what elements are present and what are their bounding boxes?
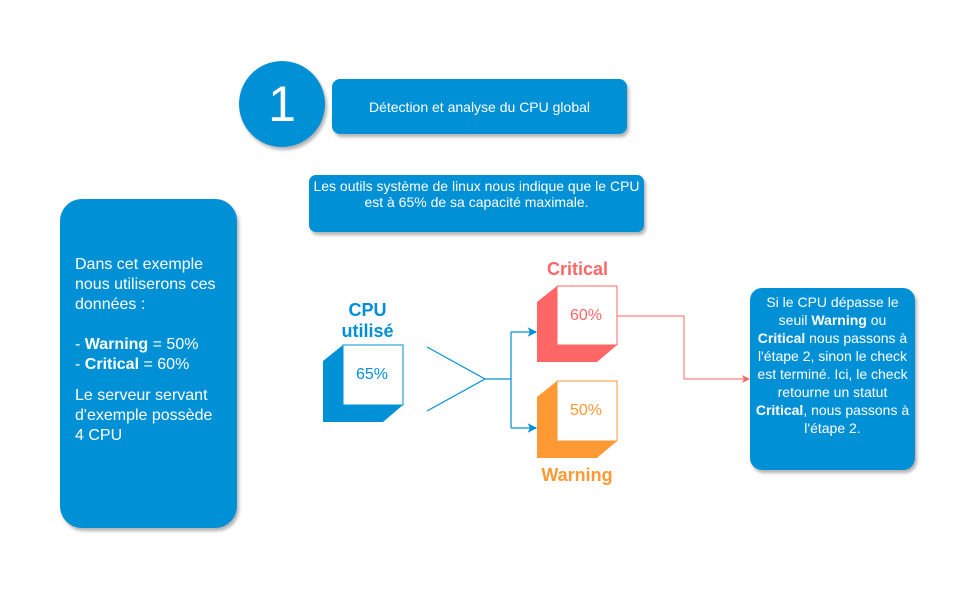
warning-value: 50% xyxy=(570,402,603,419)
critical-to-result-arrow xyxy=(617,315,750,383)
critical-label: Critical xyxy=(546,259,609,279)
step-title: Détection et analyse du CPU global xyxy=(332,79,627,134)
step-number-badge: 1 xyxy=(239,61,325,147)
cpu-cube xyxy=(323,344,404,422)
warning-cube xyxy=(537,380,618,458)
warning-label: Warning xyxy=(541,465,613,485)
critical-threshold: - Critical = 60% xyxy=(75,356,190,373)
result-box: Si le CPU dépasse le seuil Warning ou Cr… xyxy=(750,288,915,470)
warning-threshold: - Warning = 50% xyxy=(75,336,199,353)
cpu-label: CPU utilisé xyxy=(341,300,394,341)
intro-text: Dans cet exemple nous utiliserons ces do… xyxy=(75,256,216,313)
cpu-value: 65% xyxy=(356,366,389,383)
description-box: Les outils système de linux nous indique… xyxy=(309,175,644,232)
example-data-box: Dans cet exemple nous utiliserons ces do… xyxy=(60,199,237,528)
critical-value: 60% xyxy=(570,307,603,324)
critical-cube xyxy=(537,285,618,362)
server-text: Le serveur servant d'exemple possède 4 C… xyxy=(75,387,213,444)
compare-connector xyxy=(426,327,538,433)
